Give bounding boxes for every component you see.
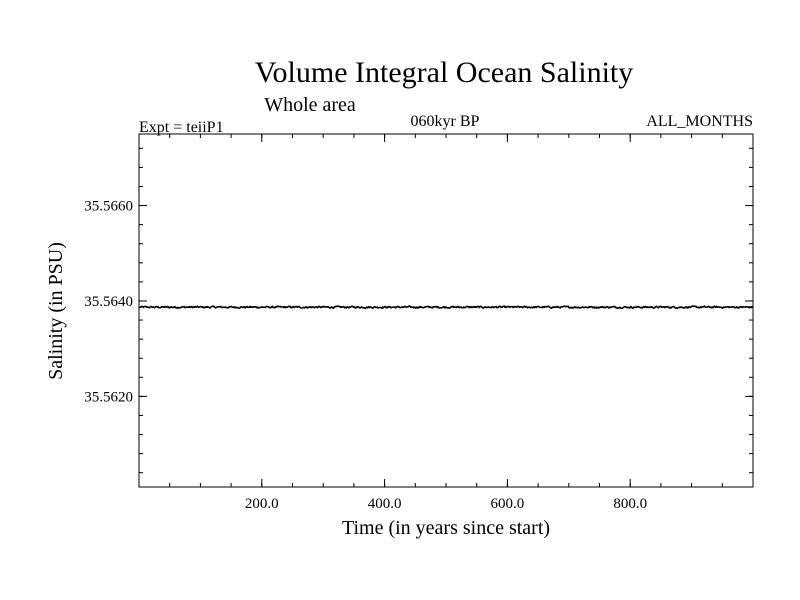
y-axis-label: Salinity (in PSU) <box>45 242 67 380</box>
plot-frame <box>138 133 754 488</box>
y-tick-label: 35.5640 <box>84 294 133 310</box>
series-layer <box>139 305 754 310</box>
x-tick-label: 800.0 <box>613 496 647 512</box>
chart-subtitle: Whole area <box>264 94 356 116</box>
x-tick-label: 200.0 <box>245 496 279 512</box>
axis-ticks: 200.0 400.0 600.0 800.0 35.5620 35.5640 35.566… <box>84 134 753 512</box>
months-label: ALL_MONTHS <box>646 113 753 130</box>
y-tick-label: 35.5620 <box>84 389 133 405</box>
x-axis-label: Time (in years since start) <box>342 517 550 539</box>
experiment-label: Expt = teiiP1 <box>139 119 224 136</box>
x-tick-label: 600.0 <box>491 496 525 512</box>
chart-title: Volume Integral Ocean Salinity <box>255 56 634 89</box>
x-tick-label: 400.0 <box>368 496 402 512</box>
salinity-series-line <box>139 305 754 310</box>
y-tick-label: 35.5660 <box>84 199 133 215</box>
period-label: 060kyr BP <box>411 113 480 130</box>
